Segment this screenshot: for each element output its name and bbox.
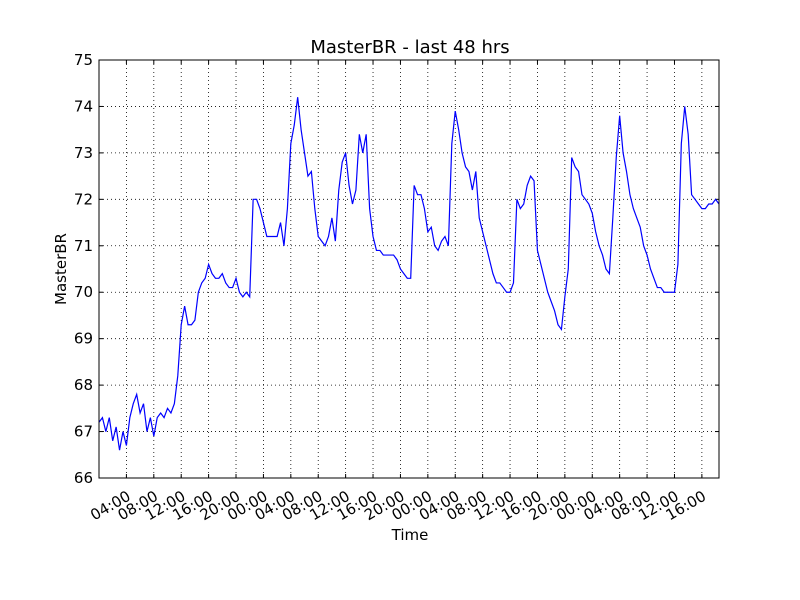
- plot-frame: [98, 59, 720, 479]
- y-tick-label: 71: [74, 237, 93, 255]
- chart-title: MasterBR - last 48 hrs: [310, 37, 509, 58]
- data-line: [98, 97, 720, 451]
- y-tick-label: 66: [74, 469, 93, 487]
- y-tick-label: 67: [74, 423, 93, 441]
- y-tick-label: 70: [74, 283, 93, 301]
- y-tick-label: 73: [74, 144, 93, 162]
- y-tick-label: 75: [74, 51, 93, 69]
- y-tick-label: 68: [74, 376, 93, 394]
- x-axis-label: Time: [391, 526, 429, 544]
- y-tick-label: 74: [74, 97, 93, 115]
- y-tick-label: 69: [74, 330, 93, 348]
- y-axis-label: MasterBR: [52, 233, 70, 305]
- y-tick-label: 72: [74, 190, 93, 208]
